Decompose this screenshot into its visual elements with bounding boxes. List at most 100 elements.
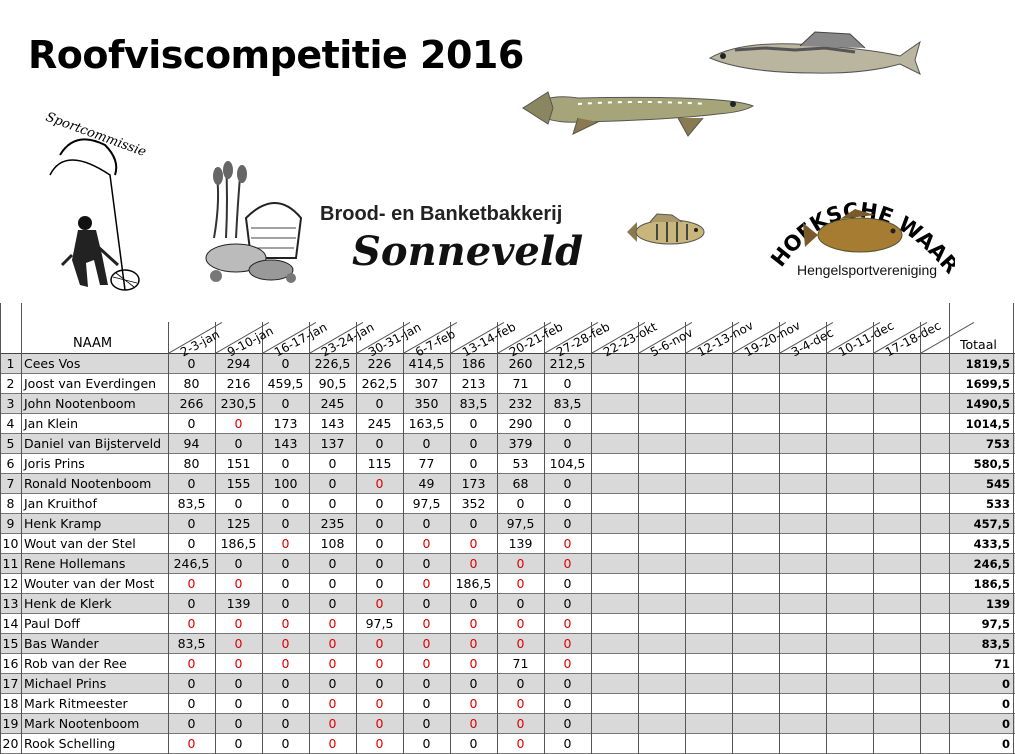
score-cell: 80: [183, 376, 200, 391]
score-cell: 0: [563, 576, 572, 591]
score-cell: 186: [461, 356, 486, 371]
score-cell: 0: [563, 696, 572, 711]
column-rule: [21, 303, 22, 754]
row-number: 17: [2, 676, 19, 691]
score-cell: 0: [187, 736, 196, 751]
score-cell: 0: [281, 356, 290, 371]
score-cell: 0: [328, 556, 337, 571]
score-cell: 260: [508, 356, 533, 371]
score-cell: 0: [563, 676, 572, 691]
score-cell: 0: [563, 636, 572, 651]
row-number: 12: [2, 576, 19, 591]
score-cell: 0: [375, 736, 384, 751]
score-cell: 307: [414, 376, 439, 391]
score-cell: 0: [187, 516, 196, 531]
score-cell: 173: [461, 476, 486, 491]
score-cell: 0: [234, 436, 243, 451]
score-cell: 0: [187, 476, 196, 491]
row-number: 6: [6, 456, 15, 471]
score-cell: 80: [183, 456, 200, 471]
score-cell: 0: [422, 656, 431, 671]
score-cell: 0: [234, 496, 243, 511]
table-row: [0, 514, 1015, 534]
player-name: Rene Hollemans: [24, 556, 126, 571]
player-name: Paul Doff: [24, 616, 80, 631]
score-cell: 0: [187, 696, 196, 711]
score-cell: 0: [234, 616, 243, 631]
score-cell: 0: [281, 516, 290, 531]
score-cell: 97,5: [412, 496, 441, 511]
score-cell: 49: [418, 476, 435, 491]
score-cell: 139: [508, 536, 533, 551]
score-cell: 97,5: [365, 616, 394, 631]
column-rule: [309, 322, 310, 754]
player-name: Joris Prins: [24, 456, 85, 471]
score-cell: 0: [422, 536, 431, 551]
score-cell: 350: [414, 396, 439, 411]
sponsor-name: Sonneveld: [352, 228, 584, 275]
score-cell: 0: [281, 456, 290, 471]
row-number: 15: [2, 636, 19, 651]
score-cell: 459,5: [267, 376, 304, 391]
score-cell: 0: [469, 716, 478, 731]
score-cell: 262,5: [361, 376, 398, 391]
score-cell: 0: [563, 416, 572, 431]
column-rule: [591, 322, 592, 754]
score-cell: 0: [328, 596, 337, 611]
row-number: 19: [2, 716, 19, 731]
column-rule: [638, 322, 639, 754]
score-cell: 0: [375, 596, 384, 611]
score-cell: 0: [375, 436, 384, 451]
column-rule: [920, 322, 921, 754]
score-cell: 0: [375, 536, 384, 551]
score-cell: 0: [281, 696, 290, 711]
score-cell: 163,5: [408, 416, 445, 431]
player-name: Cees Vos: [24, 356, 81, 371]
name-header: NAAM: [73, 336, 113, 351]
score-cell: 0: [328, 476, 337, 491]
score-cell: 139: [226, 596, 251, 611]
score-cell: 0: [187, 716, 196, 731]
score-cell: 0: [187, 356, 196, 371]
score-cell: 266: [179, 396, 204, 411]
score-cell: 0: [187, 416, 196, 431]
score-cell: 0: [422, 516, 431, 531]
score-cell: 0: [328, 696, 337, 711]
row-number: 14: [2, 616, 19, 631]
score-cell: 0: [422, 436, 431, 451]
player-name: Wout van der Stel: [24, 536, 136, 551]
score-cell: 0: [234, 736, 243, 751]
score-cell: 0: [234, 696, 243, 711]
score-cell: 414,5: [408, 356, 445, 371]
score-cell: 0: [422, 716, 431, 731]
total-cell: 1819,5: [965, 357, 1010, 371]
score-cell: 232: [508, 396, 533, 411]
score-cell: 0: [281, 496, 290, 511]
score-cell: 115: [367, 456, 392, 471]
score-cell: 0: [563, 556, 572, 571]
score-cell: 0: [469, 676, 478, 691]
table-row: [0, 434, 1015, 454]
score-cell: 0: [328, 496, 337, 511]
score-cell: 0: [375, 556, 384, 571]
total-cell: 433,5: [973, 537, 1010, 551]
score-cell: 0: [563, 656, 572, 671]
score-cell: 0: [187, 596, 196, 611]
column-rule: [450, 322, 451, 754]
score-cell: 0: [375, 576, 384, 591]
column-rule: [215, 322, 216, 754]
score-cell: 216: [226, 376, 251, 391]
row-number: 18: [2, 696, 19, 711]
table-row: [0, 374, 1015, 394]
column-rule: [168, 322, 169, 754]
score-cell: 143: [273, 436, 298, 451]
total-cell: 0: [1001, 697, 1010, 711]
row-number: 16: [2, 656, 19, 671]
column-rule: [949, 303, 950, 754]
total-cell: 0: [1001, 737, 1010, 751]
score-cell: 137: [320, 436, 345, 451]
score-cell: 226,5: [314, 356, 351, 371]
score-cell: 0: [328, 736, 337, 751]
total-cell: 83,5: [981, 637, 1010, 651]
score-cell: 100: [273, 476, 298, 491]
